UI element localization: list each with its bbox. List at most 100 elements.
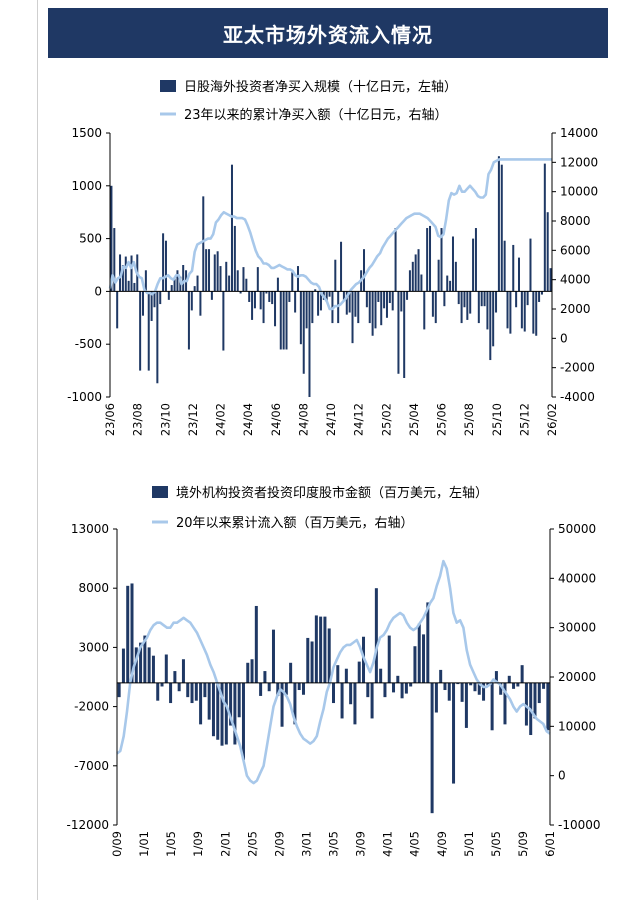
japan-bar	[385, 291, 388, 318]
japan-x-tick-label: 23/08	[131, 403, 145, 436]
india-bar	[207, 682, 211, 720]
japan-right-tick-label: 8000	[560, 214, 591, 228]
india-bar	[452, 682, 456, 784]
japan-bar	[245, 278, 248, 292]
japan-bar	[317, 291, 320, 316]
india-bar	[417, 623, 421, 683]
japan-bar	[187, 291, 190, 350]
india-x-tick-label: 21/09	[191, 831, 205, 858]
india-bar	[370, 682, 374, 719]
japan-bar	[403, 291, 406, 378]
india-x-tick-label: 26/01	[543, 831, 557, 858]
india-bar	[310, 641, 314, 683]
japan-x-tick-label: 24/08	[296, 403, 310, 436]
japan-bar	[119, 254, 122, 292]
india-bar	[306, 637, 310, 683]
japan-cumulative-line	[108, 158, 552, 311]
japan-bar	[474, 228, 477, 292]
india-x-tick-label: 23/09	[354, 831, 368, 858]
japan-x-tick-label: 23/12	[186, 403, 200, 436]
india-bar	[297, 682, 301, 691]
india-bar	[143, 635, 147, 683]
india-bar	[524, 682, 528, 726]
india-bar	[434, 682, 438, 713]
japan-bar	[500, 164, 503, 292]
japan-legend-bar-label: 日股海外投资者净买入规模（十亿日元，左轴）	[184, 79, 457, 95]
japan-bar	[532, 291, 535, 334]
japan-left-tick-label: -500	[75, 337, 102, 351]
japan-bar	[406, 291, 409, 300]
japan-bar	[193, 286, 196, 292]
india-bar	[533, 682, 537, 719]
japan-bar	[509, 291, 512, 334]
japan-bar	[262, 291, 265, 324]
japan-x-tick-label: 25/12	[517, 403, 531, 436]
japan-bar	[506, 291, 509, 329]
japan-bar	[492, 291, 495, 347]
india-bar	[164, 654, 168, 683]
india-bar	[387, 635, 391, 683]
india-x-tick-label: 20/09	[110, 831, 124, 858]
india-legend-bar-label: 境外机构投资者投资印度股市金额（百万美元，左轴）	[176, 485, 488, 501]
japan-bar	[299, 291, 302, 345]
india-bar	[284, 682, 288, 695]
japan-bar	[408, 270, 411, 292]
india-bar	[224, 682, 228, 745]
japan-bar	[429, 225, 432, 292]
india-bar	[121, 648, 125, 683]
japan-bar	[497, 156, 500, 292]
japan-bar	[305, 291, 308, 329]
india-left-tick-label: 3000	[78, 640, 109, 654]
india-bar	[439, 669, 443, 683]
japan-bar	[417, 249, 420, 292]
japan-bar	[233, 225, 236, 292]
japan-bar	[454, 261, 457, 292]
india-right-tick-label: 0	[558, 769, 566, 783]
japan-bar	[228, 275, 231, 292]
india-bar	[177, 682, 181, 692]
japan-bar	[526, 291, 529, 306]
india-bar	[327, 628, 331, 683]
india-bar	[477, 682, 481, 695]
japan-bar	[190, 291, 193, 311]
japan-x-tick-label: 26/02	[545, 403, 559, 436]
japan-bar	[311, 291, 314, 324]
japan-bar	[503, 240, 506, 292]
japan-bar	[397, 291, 400, 374]
india-bar	[499, 682, 503, 695]
india-bar	[409, 682, 413, 687]
india-bar	[250, 659, 254, 683]
india-bar	[126, 585, 130, 683]
japan-right-tick-label: 10000	[560, 185, 598, 199]
japan-bar	[371, 291, 374, 336]
india-bar	[400, 682, 404, 699]
japan-bar	[147, 291, 150, 371]
japan-x-tick-label: 25/04	[407, 403, 421, 436]
india-bar	[319, 616, 323, 683]
japan-bar	[342, 291, 345, 300]
india-bar	[507, 675, 511, 683]
japan-bar	[368, 291, 371, 324]
japan-bar	[340, 241, 343, 292]
japan-right-tick-label: 12000	[560, 155, 598, 169]
india-bar	[199, 682, 203, 725]
japan-bar	[460, 291, 463, 324]
japan-bar	[274, 291, 277, 327]
india-bar	[173, 671, 177, 683]
india-x-tick-label: 25/05	[489, 831, 503, 858]
japan-bar	[348, 291, 351, 313]
japan-bar	[383, 291, 386, 309]
india-bar	[469, 682, 473, 686]
japan-bar	[210, 291, 213, 300]
india-bar	[233, 682, 237, 745]
japan-bar	[325, 291, 328, 302]
japan-x-tick-label: 24/02	[214, 403, 228, 436]
india-bar	[396, 675, 400, 683]
india-bar	[447, 682, 451, 701]
japan-bar	[520, 291, 523, 329]
japan-bar	[388, 291, 391, 304]
japan-x-tick-label: 23/06	[103, 403, 117, 436]
india-bar	[336, 665, 340, 683]
japan-bar	[480, 291, 483, 307]
japan-bar	[276, 277, 279, 292]
